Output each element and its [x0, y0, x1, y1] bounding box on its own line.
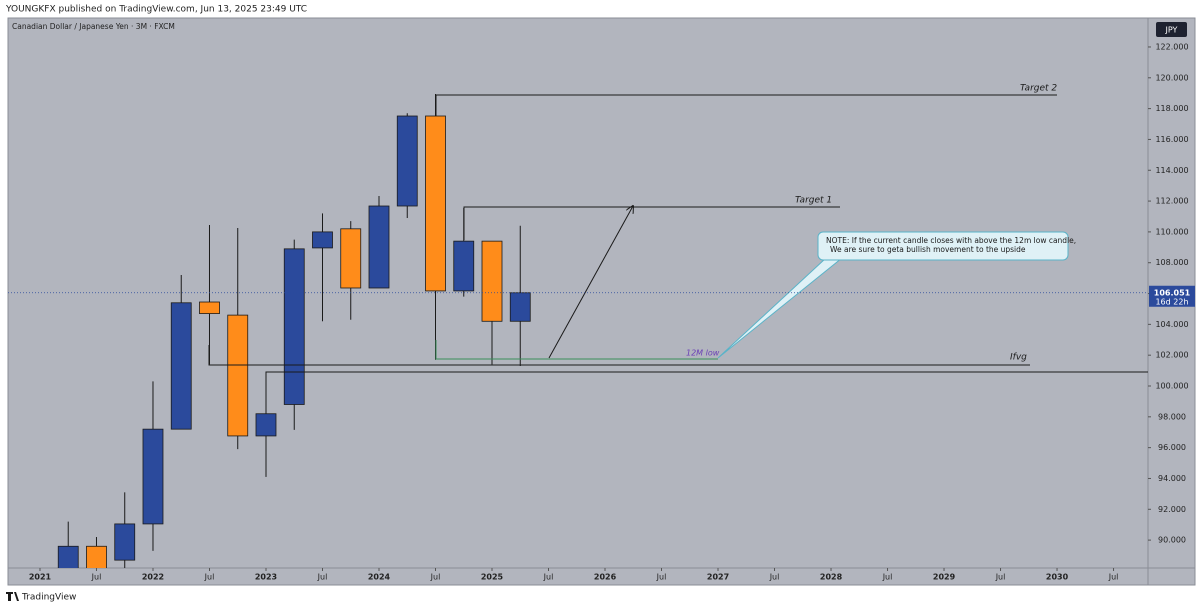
candle-body — [340, 228, 362, 289]
x-tick-label: 2028 — [820, 573, 843, 582]
candle-body — [396, 115, 418, 207]
x-tick-label: Jul — [656, 573, 667, 582]
candle-body — [170, 302, 192, 430]
lower-ifvg-line — [265, 371, 1148, 392]
ifvg-label: Ifvg — [1010, 353, 1027, 363]
candle-body — [509, 292, 531, 322]
x-tick-label: 2021 — [29, 573, 52, 582]
countdown-label: 16d 22h — [1155, 297, 1188, 306]
footer-logo — [6, 592, 19, 601]
low-12m-label: 12M low — [686, 349, 720, 358]
ifvg-line — [208, 345, 1030, 366]
y-tick-label: 116.000 — [1155, 135, 1188, 144]
y-tick-label: 96.000 — [1158, 443, 1186, 452]
x-tick-label: Jul — [543, 573, 554, 582]
y-tick-label: 114.000 — [1155, 166, 1188, 175]
x-tick-label: Jul — [317, 573, 328, 582]
y-tick-label: 110.000 — [1155, 227, 1188, 236]
candle-body — [312, 231, 333, 249]
chart-background — [7, 17, 1196, 586]
candle-body — [453, 240, 475, 292]
footer-text: TradingView — [21, 593, 76, 603]
candle-body — [481, 240, 503, 322]
y-tick-label: 112.000 — [1155, 197, 1188, 206]
last-price-box — [1149, 285, 1195, 307]
candle-body — [368, 205, 390, 289]
y-tick-label: 90.000 — [1158, 536, 1186, 545]
header-text: YOUNGKFX published on TradingView.com, J… — [5, 5, 307, 15]
candle-body — [425, 115, 446, 292]
x-tick-label: Jul — [995, 573, 1006, 582]
y-tick-label: 94.000 — [1158, 474, 1186, 483]
y-tick-label: 92.000 — [1158, 505, 1186, 514]
callout-box — [817, 231, 1069, 261]
low-12m-line — [435, 340, 718, 360]
last-price-label: 106.051 — [1154, 288, 1191, 297]
x-tick-label: Jul — [204, 573, 215, 582]
target-2-label: Target 2 — [1020, 84, 1057, 94]
x-tick-label: 2026 — [594, 573, 617, 582]
target-1-label: Target 1 — [795, 196, 832, 206]
x-tick-label: 2025 — [481, 573, 504, 582]
target-1-line — [463, 206, 840, 240]
x-tick-label: 2029 — [933, 573, 956, 582]
x-tick-label: 2022 — [142, 573, 164, 582]
candles-layer — [57, 93, 531, 568]
y-tick-label: 120.000 — [1155, 73, 1188, 82]
y-tick-label: 100.000 — [1155, 382, 1188, 391]
y-tick-label: 118.000 — [1155, 104, 1188, 113]
candle-body — [199, 301, 220, 314]
x-tick-label: 2030 — [1046, 573, 1069, 582]
candle-body — [227, 314, 249, 437]
drawings — [208, 94, 1148, 392]
target-2-line — [435, 94, 1057, 116]
candle-body — [283, 248, 305, 405]
x-tick-label: Jul — [1108, 573, 1119, 582]
y-tick-label: 104.000 — [1155, 320, 1188, 329]
note-line: We are sure to geta bullish movement to … — [830, 245, 1026, 254]
x-tick-label: 2024 — [368, 573, 391, 582]
candle-body — [57, 545, 79, 568]
x-tick-label: 2027 — [707, 573, 729, 582]
chart-title: Canadian Dollar / Japanese Yen · 3M · FX… — [12, 22, 175, 31]
y-tick-label: 102.000 — [1155, 351, 1188, 360]
projection-arrow — [548, 206, 633, 359]
candle-body — [114, 523, 136, 561]
y-tick-label: 98.000 — [1158, 412, 1186, 421]
x-tick-label: 2023 — [255, 573, 277, 582]
x-tick-label: Jul — [769, 573, 780, 582]
candle-body — [255, 413, 277, 437]
candle-body — [142, 428, 164, 525]
candle-body — [86, 545, 107, 568]
currency-box — [1156, 22, 1187, 37]
currency-label: JPY — [1165, 26, 1178, 35]
x-tick-label: Jul — [882, 573, 893, 582]
x-tick-label: Jul — [91, 573, 102, 582]
x-tick-label: Jul — [430, 573, 441, 582]
y-tick-label: 122.000 — [1155, 42, 1188, 51]
y-tick-label: 108.000 — [1155, 258, 1188, 267]
note-line: NOTE: If the current candle closes with … — [826, 236, 1076, 245]
